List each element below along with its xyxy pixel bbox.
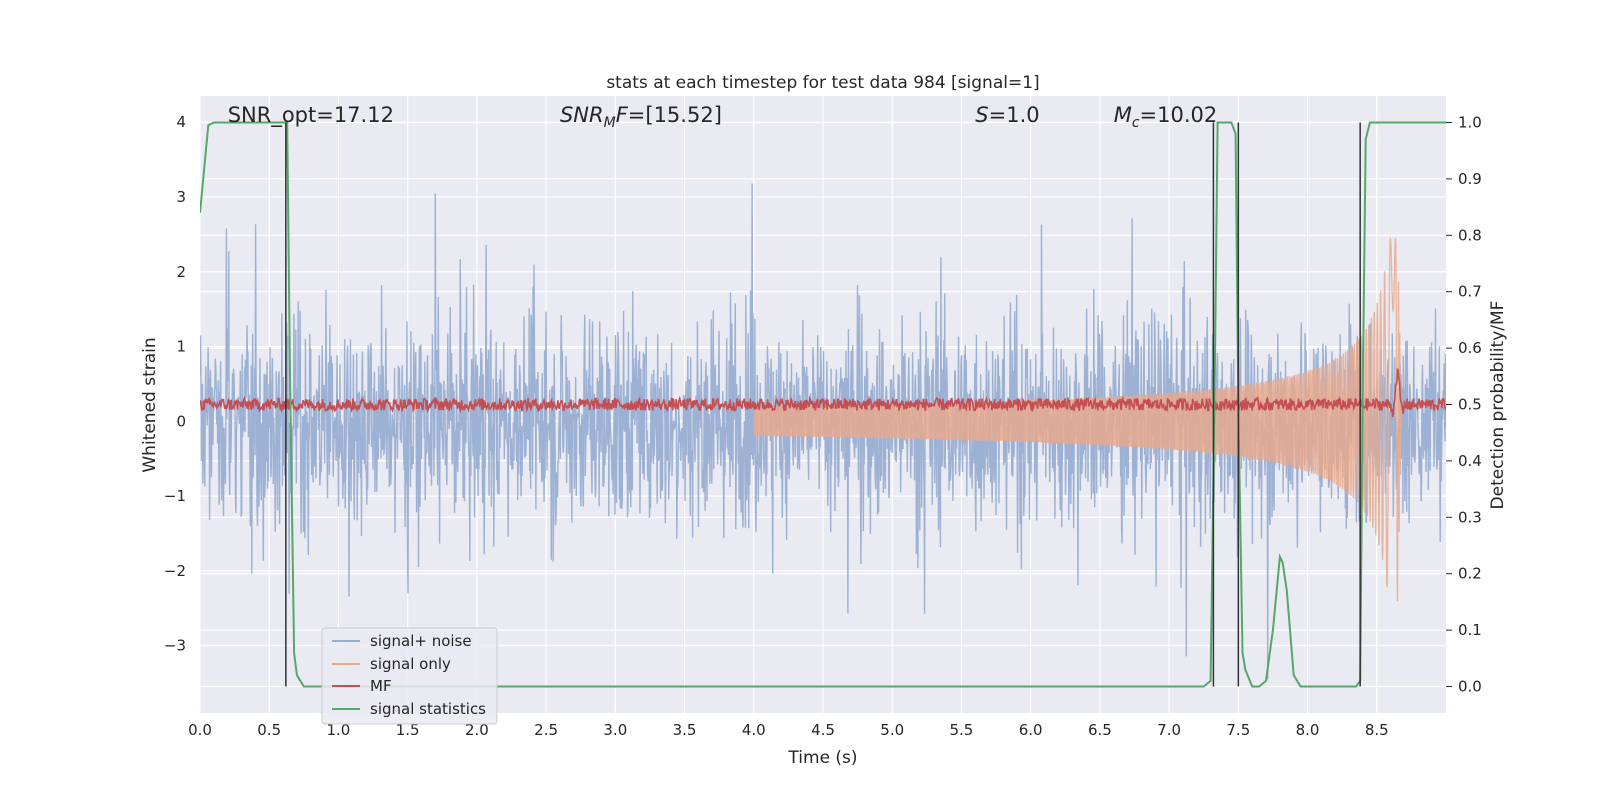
tick-layer: 0.0 0.5 1.0 1.5 2.0 2.5 3.0 3.5 4.0 4.5 5.0 5.5 6.0 6… xyxy=(164,113,1482,739)
legend-label-signal-noise: signal+ noise xyxy=(370,632,472,650)
x-tick-label: 4.5 xyxy=(811,721,835,739)
x-tick-label: 3.5 xyxy=(673,721,697,739)
y-right-tick-label: 0.5 xyxy=(1458,396,1482,414)
y-left-tick-label: 4 xyxy=(176,113,186,131)
annotation-snr-mf: SNRMF=[15.52] xyxy=(560,103,722,131)
y-left-tick-label: 2 xyxy=(176,263,186,281)
y-right-tick-label: 0.1 xyxy=(1458,621,1482,639)
series-signal-statistics xyxy=(200,121,1446,688)
y-right-tick-label: 0.4 xyxy=(1458,452,1482,470)
y-right-tick-label: 0.9 xyxy=(1458,170,1482,188)
x-tick-label: 0.0 xyxy=(188,721,212,739)
x-tick-label: 5.0 xyxy=(880,721,904,739)
annotation-s: S=1.0 xyxy=(975,103,1039,127)
annotation-mc: Mc=10.02 xyxy=(1114,103,1218,131)
y-axis-left-label: Whitened strain xyxy=(140,337,160,472)
y-right-tick-label: 0.2 xyxy=(1458,565,1482,583)
legend-label-signal-only: signal only xyxy=(370,655,451,673)
x-tick-label: 2.5 xyxy=(534,721,558,739)
y-axis-right-label: Detection probability/MF xyxy=(1488,301,1508,510)
x-tick-label: 6.5 xyxy=(1088,721,1112,739)
legend-label-signal-statistics: signal statistics xyxy=(370,700,486,718)
y-right-tick-label: 0.7 xyxy=(1458,283,1482,301)
y-left-tick-label: 1 xyxy=(176,338,186,356)
x-tick-label: 3.0 xyxy=(603,721,627,739)
y-left-tick-label: 3 xyxy=(176,188,186,206)
y-left-tick-label: −2 xyxy=(164,562,186,580)
y-right-tick-label: 0.0 xyxy=(1458,677,1482,695)
x-axis-label: Time (s) xyxy=(787,748,857,768)
x-tick-label: 8.0 xyxy=(1296,721,1320,739)
x-tick-label: 0.5 xyxy=(257,721,281,739)
x-tick-label: 2.0 xyxy=(465,721,489,739)
x-tick-label: 8.5 xyxy=(1365,721,1389,739)
x-tick-label: 1.5 xyxy=(396,721,420,739)
legend: signal+ noise signal only MF signal stat… xyxy=(321,627,498,725)
x-tick-label: 5.5 xyxy=(950,721,974,739)
y-left-tick-label: −1 xyxy=(164,487,186,505)
legend-label-mf: MF xyxy=(370,677,392,695)
y-right-tick-label: 1.0 xyxy=(1458,114,1482,132)
legend-box xyxy=(321,627,498,725)
y-left-tick-label: 0 xyxy=(176,412,186,430)
y-right-tick-label: 0.6 xyxy=(1458,339,1482,357)
x-tick-label: 7.5 xyxy=(1226,721,1250,739)
y-right-tick-label: 0.8 xyxy=(1458,226,1482,244)
x-tick-label: 7.0 xyxy=(1157,721,1181,739)
annotation-snr-opt: SNR_opt=17.12 xyxy=(228,103,394,128)
chart-title: stats at each timestep for test data 984… xyxy=(606,73,1039,93)
series-signal-only xyxy=(753,237,1404,602)
y-left-tick-label: −3 xyxy=(164,637,186,655)
x-tick-label: 4.0 xyxy=(742,721,766,739)
y-right-tick-label: 0.3 xyxy=(1458,508,1482,526)
x-tick-label: 6.0 xyxy=(1019,721,1043,739)
event-lines-layer xyxy=(285,122,1361,687)
x-tick-label: 1.0 xyxy=(327,721,351,739)
annotations-layer: SNR_opt=17.12 SNRMF=[15.52] S=1.0 Mc=10.02 xyxy=(228,103,1218,131)
